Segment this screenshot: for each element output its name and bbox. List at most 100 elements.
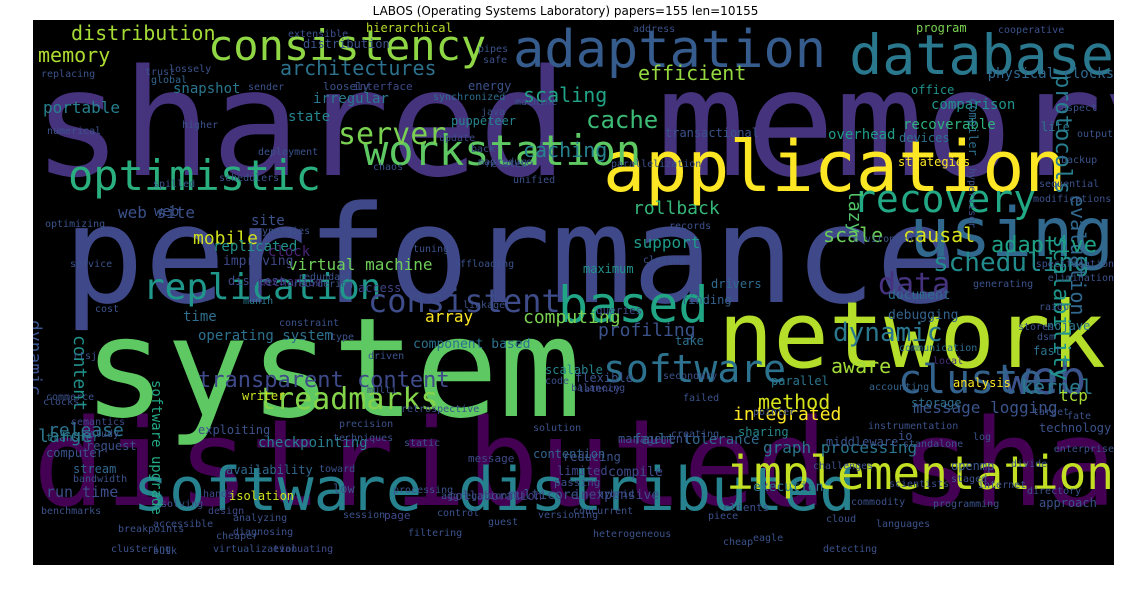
word-maximum: maximum — [583, 262, 634, 276]
word-chaos: chaos — [373, 162, 404, 173]
word-request: request — [86, 439, 137, 453]
word-software: software — [603, 347, 787, 391]
word-target: target — [1033, 407, 1070, 418]
word-lossely: lossely — [169, 64, 212, 75]
word-tcp: tcp — [1059, 386, 1088, 405]
word-safe: safe — [483, 55, 508, 66]
word-versioning: versioning — [538, 510, 599, 521]
word-collaboration: collaboration — [448, 489, 542, 503]
word-aspect: aspect — [1061, 103, 1098, 114]
word-performance: performance — [63, 177, 958, 334]
word-detecting: detecting — [823, 544, 878, 555]
word-scheduling: scheduling — [933, 248, 1090, 278]
word-update: update — [439, 133, 476, 144]
word-guest: guest — [488, 517, 519, 528]
word-portable: portable — [43, 98, 121, 117]
word-commerce: commerce — [46, 392, 95, 403]
word-network: network — [718, 282, 1106, 389]
word-scientists: scientists — [889, 479, 950, 490]
word-take: take — [675, 334, 704, 348]
word-communication: communication — [899, 343, 978, 354]
word-cooperative: cooperative — [998, 25, 1065, 36]
word-higher: higher — [182, 120, 219, 131]
word-backup: backup — [1061, 155, 1098, 166]
word-time: time — [183, 309, 217, 325]
word-precision: precision — [339, 419, 394, 430]
word-cloud: cloud — [826, 514, 857, 525]
word-reducing: reducing — [563, 450, 621, 464]
word-clocks: clocks — [43, 397, 80, 408]
word-array: array — [425, 307, 474, 326]
word-distribution: distribution — [71, 21, 216, 45]
word-physical-clocks: physical clocks — [987, 66, 1114, 82]
word-software-upgrade: software upgrade — [148, 380, 164, 515]
word-constraint: constraint — [279, 318, 340, 329]
word-optimistic: optimistic — [68, 151, 321, 200]
word-clock: clock — [268, 244, 311, 260]
word-page: page — [384, 509, 411, 522]
word-data: data — [878, 267, 951, 302]
word-improving: improving — [223, 254, 294, 269]
word-challenges: challenges — [813, 461, 874, 472]
word-session: session — [343, 510, 386, 521]
word-log: log — [973, 432, 992, 443]
word-release: release — [48, 420, 124, 441]
word-toward: toward — [319, 464, 356, 475]
word-interface: interface — [353, 80, 413, 93]
word-flexible: flexible — [575, 371, 633, 385]
word-drivers: drivers — [711, 277, 762, 291]
word-state: state — [288, 109, 331, 125]
word-loosely: loosely — [323, 80, 370, 93]
word-hypervisor: hypervisor — [966, 168, 977, 229]
word-munin: munin — [243, 296, 274, 307]
word-raido: raido — [1039, 302, 1070, 313]
word-writer: writer — [242, 389, 286, 403]
word-type: type — [330, 332, 355, 343]
word-message-logging: message logging — [913, 398, 1058, 417]
word-using: using — [909, 194, 1114, 273]
word-fault-tolerance: fault tolerance — [633, 432, 760, 448]
word-back: back — [471, 144, 496, 155]
word-consistency: consistency — [208, 21, 487, 70]
word-diskless: diskless — [228, 274, 286, 288]
word-aggregation: aggregation — [441, 491, 508, 502]
word-adaptation: adaptation — [513, 20, 827, 80]
word-commodity: commodity — [851, 497, 906, 508]
word-large: large — [38, 426, 93, 447]
word-java: java — [481, 107, 506, 118]
word-synergies: synergies — [256, 226, 311, 237]
word-sequential: sequential — [1039, 179, 1100, 190]
word-linkage: linkage — [463, 300, 506, 311]
word-optimizing: optimizing — [45, 219, 106, 230]
word-computer: computer — [46, 446, 104, 460]
word-processing: processing — [393, 485, 454, 496]
word-design: design — [208, 506, 245, 517]
word-solution: solution — [533, 423, 582, 434]
word-semantics: semantics — [71, 417, 126, 428]
word-transparent-content: transparent content — [198, 368, 450, 393]
word-memory: memory — [38, 43, 111, 67]
word-scalable: scalable — [545, 363, 603, 377]
word-tuning: tuning — [413, 244, 450, 255]
word-exploiting: exploiting — [198, 423, 271, 437]
word-schedulers: schedulers — [219, 173, 280, 184]
word-access: access — [358, 281, 402, 295]
word-queries: queries — [596, 304, 643, 317]
word-directory: directory — [1027, 486, 1082, 497]
word-stores: stores — [1018, 322, 1055, 333]
word-operating-system: operating system — [198, 328, 333, 344]
word-treadmarks: treadmarks — [258, 382, 439, 417]
word-pipes: pipes — [478, 44, 509, 55]
word-shared-memory: shared memory — [33, 38, 1114, 210]
word-snapshot: snapshot — [173, 81, 241, 97]
word-devices: devices — [899, 131, 950, 145]
word-control: control — [437, 508, 480, 519]
word-architectures: architectures — [280, 56, 437, 80]
word-debugging: debugging — [888, 308, 959, 323]
word-elimination: elimination — [1047, 273, 1114, 284]
word-numerical: numerical — [47, 126, 102, 137]
word-study: study — [89, 429, 120, 440]
word-energy: energy — [468, 79, 512, 93]
word-parallel: parallel — [771, 374, 829, 388]
